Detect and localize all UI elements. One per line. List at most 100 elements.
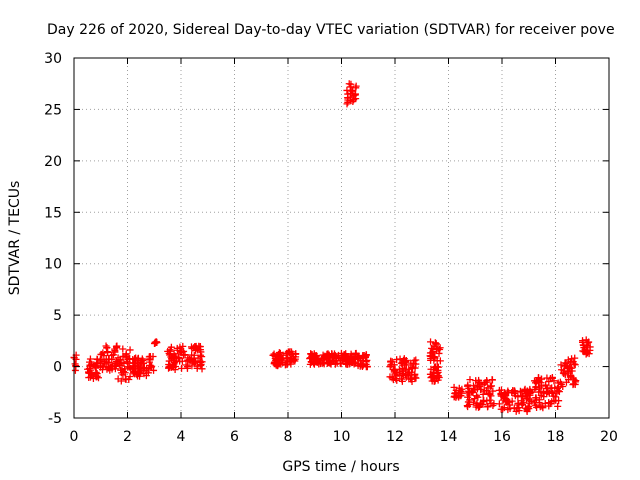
data-point [525, 405, 533, 413]
data-point [429, 348, 437, 356]
data-point [197, 361, 205, 369]
data-point [330, 356, 338, 364]
data-point [553, 388, 561, 396]
data-point [276, 349, 284, 357]
data-point [86, 369, 94, 377]
data-point [480, 387, 488, 395]
data-point [526, 387, 534, 395]
y-tick-label: 5 [53, 308, 62, 324]
data-point [585, 338, 593, 346]
data-point [178, 348, 186, 356]
data-point [475, 376, 483, 384]
data-point [408, 363, 416, 371]
data-point [130, 359, 138, 367]
data-point [433, 374, 441, 382]
data-point [99, 362, 107, 370]
data-point [484, 384, 492, 392]
data-point [182, 361, 190, 369]
data-point [196, 346, 204, 354]
data-point [103, 365, 111, 373]
y-tick-label: 10 [44, 257, 62, 273]
data-point [571, 361, 579, 369]
data-point [554, 385, 562, 393]
data-point [286, 348, 294, 356]
x-tick-label: 0 [70, 429, 79, 445]
data-point [479, 400, 487, 408]
data-point [555, 397, 563, 405]
data-point [544, 384, 552, 392]
data-point [509, 387, 517, 395]
data-point [399, 367, 407, 375]
data-point [468, 388, 476, 396]
data-point [479, 390, 487, 398]
data-point [524, 404, 532, 412]
data-point [86, 358, 94, 366]
data-point [275, 360, 283, 368]
data-point [548, 398, 556, 406]
data-point [561, 371, 569, 379]
data-point [393, 376, 401, 384]
data-point [328, 350, 336, 358]
data-point [412, 356, 420, 364]
data-point [515, 407, 523, 415]
data-point [100, 358, 108, 366]
data-point [535, 398, 543, 406]
data-point [149, 353, 157, 361]
x-tick-label: 4 [177, 429, 186, 445]
data-point [466, 376, 474, 384]
data-point [450, 383, 458, 391]
data-point [504, 397, 512, 405]
data-point [333, 359, 341, 367]
data-point [152, 338, 160, 346]
data-point [164, 347, 172, 355]
data-point [320, 353, 328, 361]
data-point [119, 345, 127, 353]
data-point [99, 349, 107, 357]
data-point [427, 338, 435, 346]
data-point [195, 342, 203, 350]
data-point [310, 356, 318, 364]
x-axis-label: GPS time / hours [282, 459, 399, 475]
data-point [93, 355, 101, 363]
data-point [483, 397, 491, 405]
x-tick-label: 14 [440, 429, 458, 445]
data-point [86, 355, 94, 363]
data-point [561, 362, 569, 370]
data-point [282, 349, 290, 357]
data-point [271, 358, 279, 366]
data-point [150, 339, 158, 347]
x-tick-label: 12 [386, 429, 404, 445]
data-point [455, 384, 463, 392]
data-point [527, 397, 535, 405]
data-point [184, 354, 192, 362]
data-point [126, 372, 134, 380]
data-point [473, 401, 481, 409]
data-point [178, 364, 186, 372]
data-point [560, 367, 568, 375]
y-tick-label: 25 [44, 102, 62, 118]
data-point [539, 404, 547, 412]
x-tick-labels: 0 2 4 6 8 10 12 14 16 18 20 [70, 429, 618, 445]
x-tick-label: 18 [547, 429, 565, 445]
data-point [436, 357, 444, 365]
data-point [411, 370, 419, 378]
data-point [483, 377, 491, 385]
data-point [402, 361, 410, 369]
data-point [500, 393, 508, 401]
data-point [150, 366, 158, 374]
y-tick-label: 15 [44, 205, 62, 221]
data-point [103, 344, 111, 352]
data-point [464, 381, 472, 389]
y-tick-labels: -5 0 5 10 15 20 25 30 [44, 51, 62, 427]
data-point [428, 352, 436, 360]
data-point [355, 355, 363, 363]
data-point [103, 348, 111, 356]
data-point [465, 384, 473, 392]
data-point [480, 380, 488, 388]
data-point [503, 389, 511, 397]
data-point [118, 369, 126, 377]
data-point [197, 351, 205, 359]
data-point [347, 80, 355, 88]
data-point [514, 393, 522, 401]
